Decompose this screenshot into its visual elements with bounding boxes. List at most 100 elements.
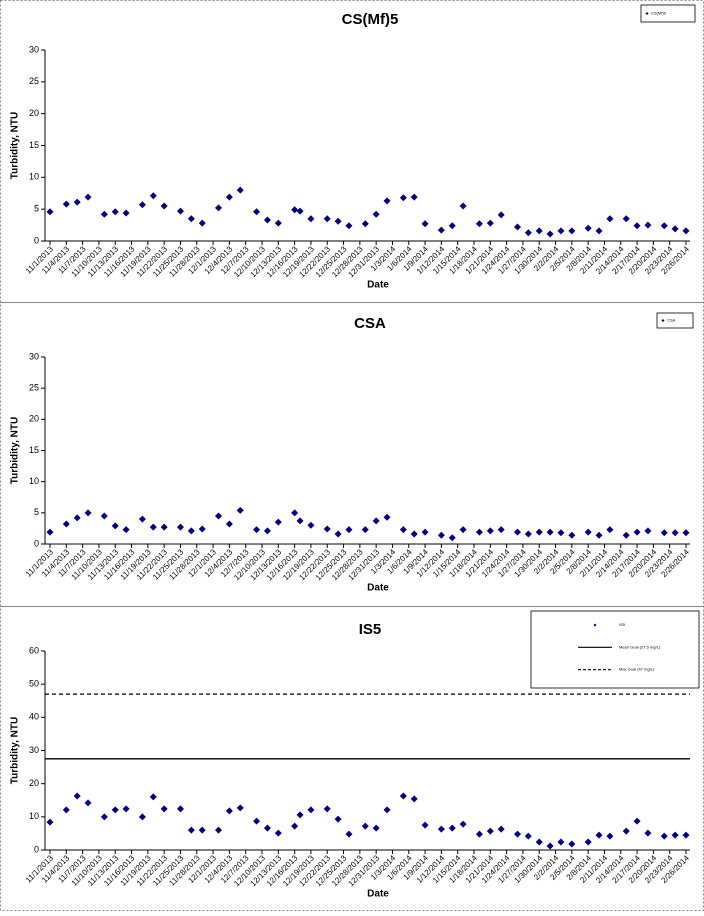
data-point [225,193,233,201]
data-point [524,229,532,237]
data-point [622,215,630,223]
data-point [73,514,81,522]
data-point [622,531,630,539]
data-point [263,527,271,535]
data-point [644,829,652,837]
x-axis-label: Date [367,889,389,900]
data-point [535,838,543,846]
y-tick-label: 10 [29,172,39,182]
data-point [100,813,108,821]
data-point [399,194,407,202]
data-point [100,210,108,218]
legend-label: Max Goal (47 mg/L) [619,667,655,672]
data-point [372,210,380,218]
data-point [660,529,668,537]
y-tick-label: 50 [29,679,39,689]
data-point [361,526,369,534]
data-point [345,830,353,838]
data-point [149,523,157,531]
x-axis-label: Date [367,280,389,291]
legend-box [530,610,700,689]
data-point [459,820,467,828]
data-point [584,528,592,536]
data-point [62,806,70,814]
data-point [274,829,282,837]
y-tick-label: 0 [34,538,39,548]
data-point [100,512,108,520]
data-point [215,204,223,212]
data-point [546,528,554,536]
data-point [138,515,146,523]
legend-label: CSA [667,318,676,323]
data-point [497,526,505,534]
data-point [225,807,233,815]
data-point [410,193,418,201]
data-point [46,818,54,826]
data-point [535,528,543,536]
x-axis-label: Date [367,583,389,594]
data-point [513,528,521,536]
data-point [584,838,592,846]
data-point [421,528,429,536]
y-tick-label: 20 [29,108,39,118]
data-point [345,222,353,230]
data-point [513,830,521,838]
chart-title: IS5 [359,621,382,638]
data-point [437,825,445,833]
data-point [459,526,467,534]
data-point [486,219,494,227]
data-point [595,227,603,235]
data-point [660,222,668,230]
data-point [149,192,157,200]
data-point [236,804,244,812]
data-point [176,207,184,215]
data-point [584,224,592,232]
legend-marker [661,319,665,322]
data-point [671,529,679,537]
data-point [399,526,407,534]
data-point [215,512,223,520]
legend-marker [593,623,597,627]
data-point [291,509,299,517]
data-point [236,186,244,194]
data-point [334,530,342,538]
data-point [291,206,299,214]
data-point [138,813,146,821]
data-point [475,528,483,536]
data-point [595,531,603,539]
y-axis-label: Turbidity, NTU [10,717,21,784]
data-point [448,534,456,542]
data-point [410,530,418,538]
data-point [323,525,331,533]
y-tick-label: 25 [29,383,39,393]
data-point [682,831,690,839]
data-point [291,822,299,830]
data-point [372,824,380,832]
data-point [399,792,407,800]
data-point [122,209,130,217]
data-point [323,215,331,223]
legend-marker [645,12,649,15]
data-point [682,529,690,537]
data-point [46,208,54,216]
data-point [323,805,331,813]
data-point [111,806,119,814]
data-point [671,831,679,839]
data-point [111,208,119,216]
data-point [296,811,304,819]
data-point [524,530,532,538]
data-point [84,193,92,201]
data-point [595,831,603,839]
data-point [633,222,641,230]
data-point [345,526,353,534]
data-point [160,523,168,531]
y-tick-label: 0 [34,844,39,854]
data-point [448,222,456,230]
data-point [187,826,195,834]
data-point [160,805,168,813]
data-point [475,220,483,228]
data-point [361,220,369,228]
data-point [296,517,304,525]
y-tick-label: 20 [29,778,39,788]
data-point [622,827,630,835]
